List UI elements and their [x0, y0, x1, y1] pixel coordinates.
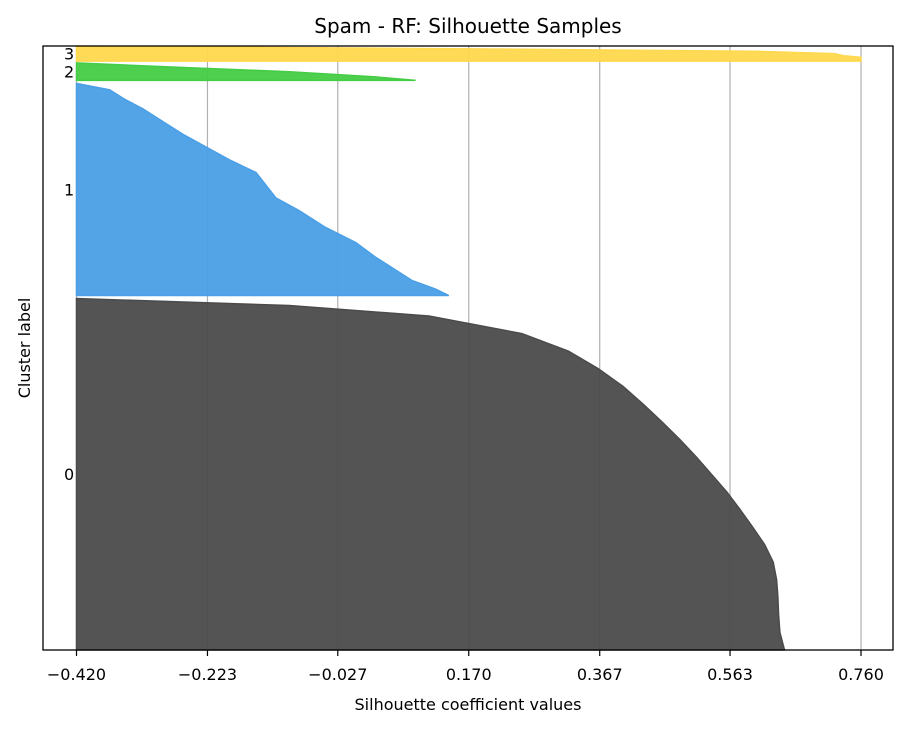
cluster-layer	[75, 45, 862, 651]
x-tick-label: 0.760	[838, 665, 884, 684]
cluster-1-silhouette	[75, 82, 450, 297]
x-axis-label: Silhouette coefficient values	[355, 695, 582, 714]
cluster-2-silhouette	[75, 62, 416, 82]
cluster-label-1: 1	[64, 180, 74, 199]
x-tick-label: 0.563	[707, 665, 753, 684]
cluster-label-0: 0	[64, 465, 74, 484]
chart-title: Spam - RF: Silhouette Samples	[314, 14, 621, 38]
x-tick-label: 0.367	[577, 665, 623, 684]
cluster-label-3: 3	[64, 45, 74, 64]
cluster-3-silhouette	[75, 45, 862, 62]
x-tick-label: −0.420	[47, 665, 106, 684]
x-tick-label: 0.170	[446, 665, 492, 684]
cluster-label-2: 2	[64, 63, 74, 82]
x-tick-label: −0.223	[178, 665, 237, 684]
y-axis-label: Cluster label	[15, 298, 34, 399]
cluster-0-silhouette	[75, 297, 786, 651]
cluster-label-layer: 0 1 23	[64, 45, 74, 485]
x-tick-label: −0.027	[308, 665, 367, 684]
plot-frame	[42, 45, 894, 651]
x-tick-layer: −0.420 −0.223 −0.027 0.170 0.367 0.563 0.760	[47, 650, 884, 684]
